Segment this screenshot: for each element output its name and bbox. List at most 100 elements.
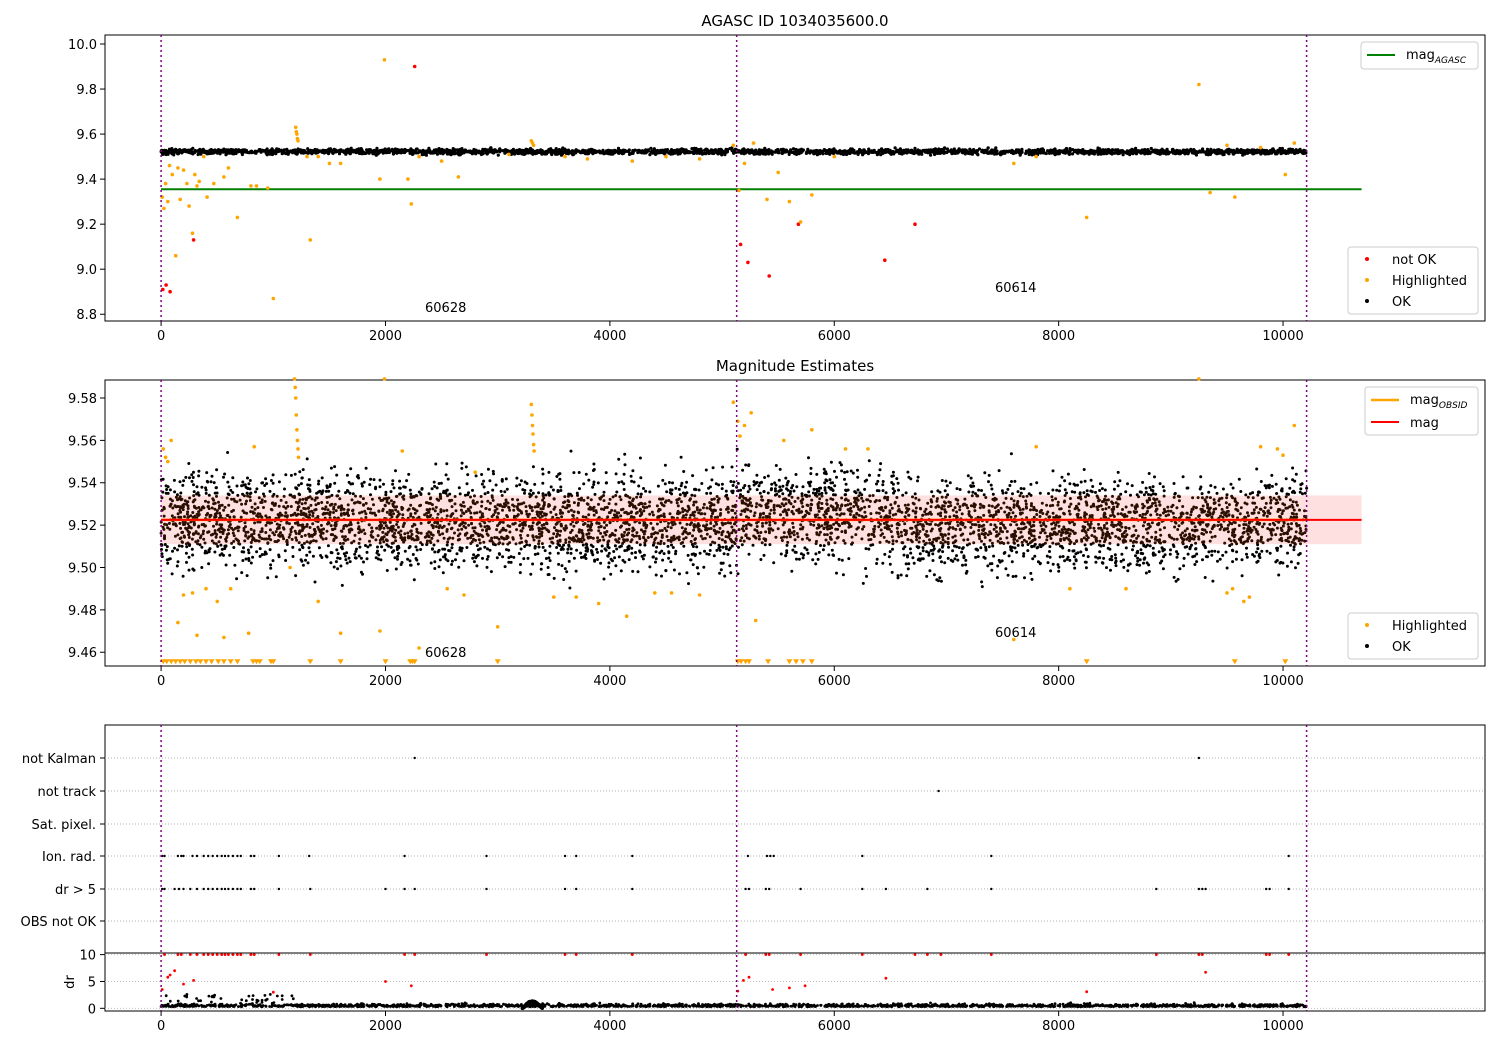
ok-point	[541, 467, 545, 471]
ok-point	[536, 150, 540, 154]
ok-point	[1038, 149, 1042, 153]
ok-point	[322, 150, 326, 154]
ok-point	[1158, 528, 1162, 532]
ok-point	[394, 508, 398, 512]
ok-point	[572, 471, 576, 475]
ok-point	[192, 494, 196, 498]
ok-point	[534, 495, 538, 499]
ok-point	[258, 148, 262, 152]
ok-point	[1049, 537, 1053, 540]
ok-point	[1056, 503, 1060, 507]
ok-point	[875, 511, 879, 515]
ok-point	[867, 505, 871, 508]
ok-point	[739, 539, 742, 543]
legend-marker-highlighted	[1365, 278, 1369, 282]
not-ok-point	[164, 283, 168, 287]
ok-point	[1296, 151, 1300, 155]
ok-point	[945, 147, 950, 151]
ok-point	[944, 479, 948, 483]
ok-point	[1221, 553, 1225, 557]
y-tick-label: 9.6	[76, 128, 97, 143]
ok-point	[486, 491, 490, 494]
ok-point	[684, 151, 688, 155]
ok-point	[648, 153, 652, 157]
ok-point	[1177, 499, 1181, 503]
legend-label-not-ok: not OK	[1392, 253, 1437, 268]
ok-point	[1024, 499, 1028, 503]
ok-point	[510, 150, 514, 154]
ok-point	[1200, 496, 1204, 500]
y-tick-label: 9.0	[76, 263, 97, 278]
ok-point	[1097, 522, 1100, 526]
ok-point	[1140, 148, 1144, 152]
ok-point	[268, 150, 272, 154]
ok-point	[521, 150, 525, 154]
ok-point	[867, 147, 871, 151]
ok-point	[293, 472, 297, 476]
ok-point	[646, 536, 650, 539]
ok-point	[1275, 492, 1279, 495]
ok-point	[549, 510, 553, 514]
ok-point	[1091, 485, 1095, 488]
y-tick-label: 9.54	[68, 477, 97, 492]
ok-point	[834, 501, 838, 505]
ok-point	[526, 534, 530, 537]
ok-point	[1147, 570, 1151, 573]
agasc-panel: AGASC ID 1034035600.0 10.09.89.69.49.29.…	[68, 12, 1486, 344]
ok-point	[606, 515, 610, 519]
ok-point	[1259, 152, 1263, 156]
x-tick-label: 8000	[1042, 329, 1075, 344]
highlighted-point	[742, 161, 747, 166]
ok-point	[751, 543, 755, 547]
ok-point	[928, 538, 931, 542]
ok-point	[957, 148, 961, 152]
ok-point	[1004, 496, 1008, 500]
ok-point	[815, 494, 819, 498]
ok-point	[1153, 541, 1157, 545]
ok-point	[368, 149, 372, 153]
ok-point	[1131, 548, 1134, 552]
ok-point	[317, 479, 321, 483]
ok-point	[1116, 543, 1120, 547]
y-tick-label: 9.50	[68, 561, 97, 576]
ok-point	[556, 529, 560, 533]
ok-point	[715, 150, 720, 154]
ok-point	[543, 152, 547, 156]
ok-point	[203, 150, 207, 155]
ok-point	[1268, 522, 1272, 526]
ok-point	[730, 525, 734, 529]
highlighted-point	[765, 197, 769, 202]
ok-point	[498, 147, 502, 151]
ok-point	[1257, 511, 1261, 515]
ok-point	[1035, 513, 1039, 516]
ok-point	[703, 536, 707, 540]
ok-point	[1068, 497, 1072, 500]
ok-point	[284, 501, 288, 504]
ok-point	[450, 559, 454, 563]
ok-point	[879, 528, 883, 532]
ok-point	[1212, 498, 1216, 502]
ok-point	[733, 542, 737, 546]
ok-point	[215, 533, 219, 536]
ok-point	[515, 484, 519, 488]
ok-point	[1084, 566, 1088, 570]
ok-point	[1182, 556, 1186, 560]
not-ok-point	[738, 242, 743, 247]
ok-point	[877, 511, 881, 515]
ok-point	[372, 478, 376, 482]
ok-point	[394, 539, 398, 543]
ok-point	[840, 558, 844, 562]
ok-point	[1186, 150, 1190, 154]
ok-point	[821, 548, 825, 552]
ok-point	[398, 479, 402, 483]
ok-point	[923, 150, 927, 154]
ok-point	[281, 151, 285, 155]
ok-point	[218, 530, 222, 534]
ok-point	[1031, 557, 1035, 561]
ok-point	[577, 530, 581, 534]
ok-point	[883, 552, 887, 556]
ok-point	[349, 146, 353, 150]
highlighted-point	[1084, 215, 1089, 220]
ok-point	[528, 492, 532, 496]
ok-point	[1155, 497, 1159, 501]
